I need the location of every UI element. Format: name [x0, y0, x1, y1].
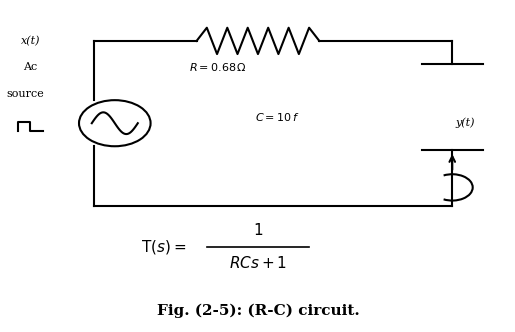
Text: Ac: Ac [23, 62, 38, 72]
Text: $RCs+1$: $RCs+1$ [229, 255, 287, 271]
Text: $C=10\,f$: $C=10\,f$ [255, 111, 300, 123]
Text: $\mathrm{T}(s) =$: $\mathrm{T}(s) =$ [141, 238, 186, 256]
Text: $1$: $1$ [253, 222, 263, 238]
Text: $R=0.68\,\Omega$: $R=0.68\,\Omega$ [189, 61, 247, 73]
Text: y(t): y(t) [455, 118, 475, 128]
Text: x(t): x(t) [21, 36, 40, 46]
Text: source: source [6, 89, 44, 99]
Text: Fig. (2-5): (R-C) circuit.: Fig. (2-5): (R-C) circuit. [157, 304, 359, 318]
